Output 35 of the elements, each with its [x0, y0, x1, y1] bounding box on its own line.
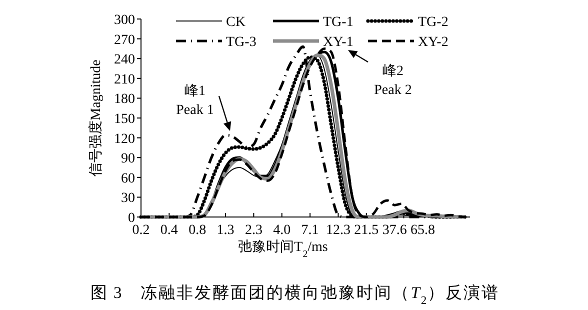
legend-label: TG-3: [226, 35, 256, 50]
text: 图 3 冻融非发酵面团的横向弛豫时间（T$_{2}$）反演谱: [90, 283, 500, 307]
y-axis-title: 信号强度Magnitude: [88, 60, 104, 176]
y-tick-label: 270: [114, 32, 135, 48]
y-tick-label: 150: [114, 112, 135, 127]
y-tick-label: 240: [114, 52, 135, 68]
y-tick-label: 60: [121, 171, 135, 186]
x-tick-label: 7.1: [301, 223, 319, 238]
legend-label: XY-2: [418, 35, 448, 50]
annotation: 峰2: [382, 63, 404, 79]
annotation: Peak 2: [374, 83, 412, 98]
annotation: Peak 1: [176, 103, 214, 118]
y-tick-label: 210: [114, 72, 135, 88]
x-tick-label: 2.3: [244, 223, 262, 238]
x-tick-label: 37.6: [382, 223, 407, 238]
x-axis-title: 弛豫时间T$_{2}$/ms: [238, 239, 328, 260]
x-tick-label: 0.8: [188, 223, 206, 238]
y-tick-label: 30: [121, 191, 135, 206]
x-tick-label: 12.3: [326, 223, 350, 238]
legend-label: XY-1: [323, 35, 354, 50]
legend-label: TG-1: [323, 15, 354, 30]
x-tick-label: 0.2: [132, 223, 150, 238]
y-tick-label: 90: [121, 152, 135, 167]
x-tick-label: 0.4: [160, 223, 178, 238]
y-tick-label: 180: [114, 92, 135, 108]
y-tick-label: 120: [114, 132, 135, 147]
x-tick-label: 4.0: [273, 223, 291, 238]
x-tick-label: 21.5: [354, 223, 379, 238]
x-tick-label: 65.8: [410, 223, 435, 238]
x-tick-label: 1.3: [216, 223, 234, 238]
y-tick-label: 300: [114, 13, 135, 28]
y-tick-label: 0: [128, 211, 135, 226]
annotation: 峰1: [184, 83, 206, 99]
legend-label: CK: [226, 15, 246, 30]
legend-label: TG-2: [418, 15, 448, 30]
